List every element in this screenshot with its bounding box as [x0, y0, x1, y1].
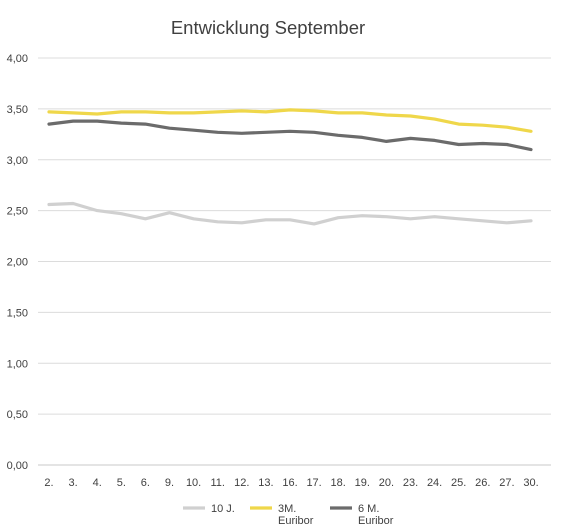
x-tick-label: 24.: [427, 477, 442, 489]
x-tick-label: 18.: [331, 477, 346, 489]
series-line-3: [47, 119, 533, 152]
x-tick-label: 19.: [355, 477, 370, 489]
legend-label: 10 J.: [211, 503, 235, 515]
x-tick-label: 12.: [234, 477, 249, 489]
x-tick-label: 9.: [165, 477, 174, 489]
y-tick-label: 0,00: [7, 460, 28, 472]
x-tick-label: 6.: [141, 477, 150, 489]
y-tick-label: 4,00: [7, 53, 28, 65]
y-tick-label: 1,50: [7, 307, 28, 319]
x-tick-label: 23.: [403, 477, 418, 489]
x-tick-label: 10.: [186, 477, 201, 489]
x-tick-label: 27.: [499, 477, 514, 489]
legend-label: Euribor: [278, 515, 314, 527]
series-line-2: [47, 108, 533, 133]
legend-label: Euribor: [358, 515, 394, 527]
chart-title: Entwicklung September: [170, 17, 366, 38]
x-tick-label: 20.: [379, 477, 394, 489]
x-tick-label: 30.: [523, 477, 538, 489]
x-tick-label: 17.: [306, 477, 321, 489]
x-tick-label: 5.: [117, 477, 126, 489]
y-tick-label: 2,00: [7, 257, 28, 269]
x-tick-label: 13.: [258, 477, 273, 489]
y-tick-label: 0,50: [7, 409, 28, 421]
series-line-1: [47, 201, 533, 226]
y-tick-label: 3,00: [7, 155, 28, 167]
y-tick-label: 1,00: [7, 358, 28, 370]
y-tick-label: 3,50: [7, 104, 28, 116]
x-tick-label: 26.: [475, 477, 490, 489]
legend-label: 3M.: [278, 503, 296, 515]
x-tick-label: 2.: [44, 477, 53, 489]
y-tick-label: 2,50: [7, 206, 28, 218]
x-tick-label: 4.: [93, 477, 102, 489]
x-tick-label: 3.: [69, 477, 78, 489]
x-tick-label: 11.: [210, 477, 224, 489]
x-tick-label: 25.: [451, 477, 466, 489]
legend-label: 6 M.: [358, 503, 379, 515]
x-tick-label: 16.: [282, 477, 297, 489]
